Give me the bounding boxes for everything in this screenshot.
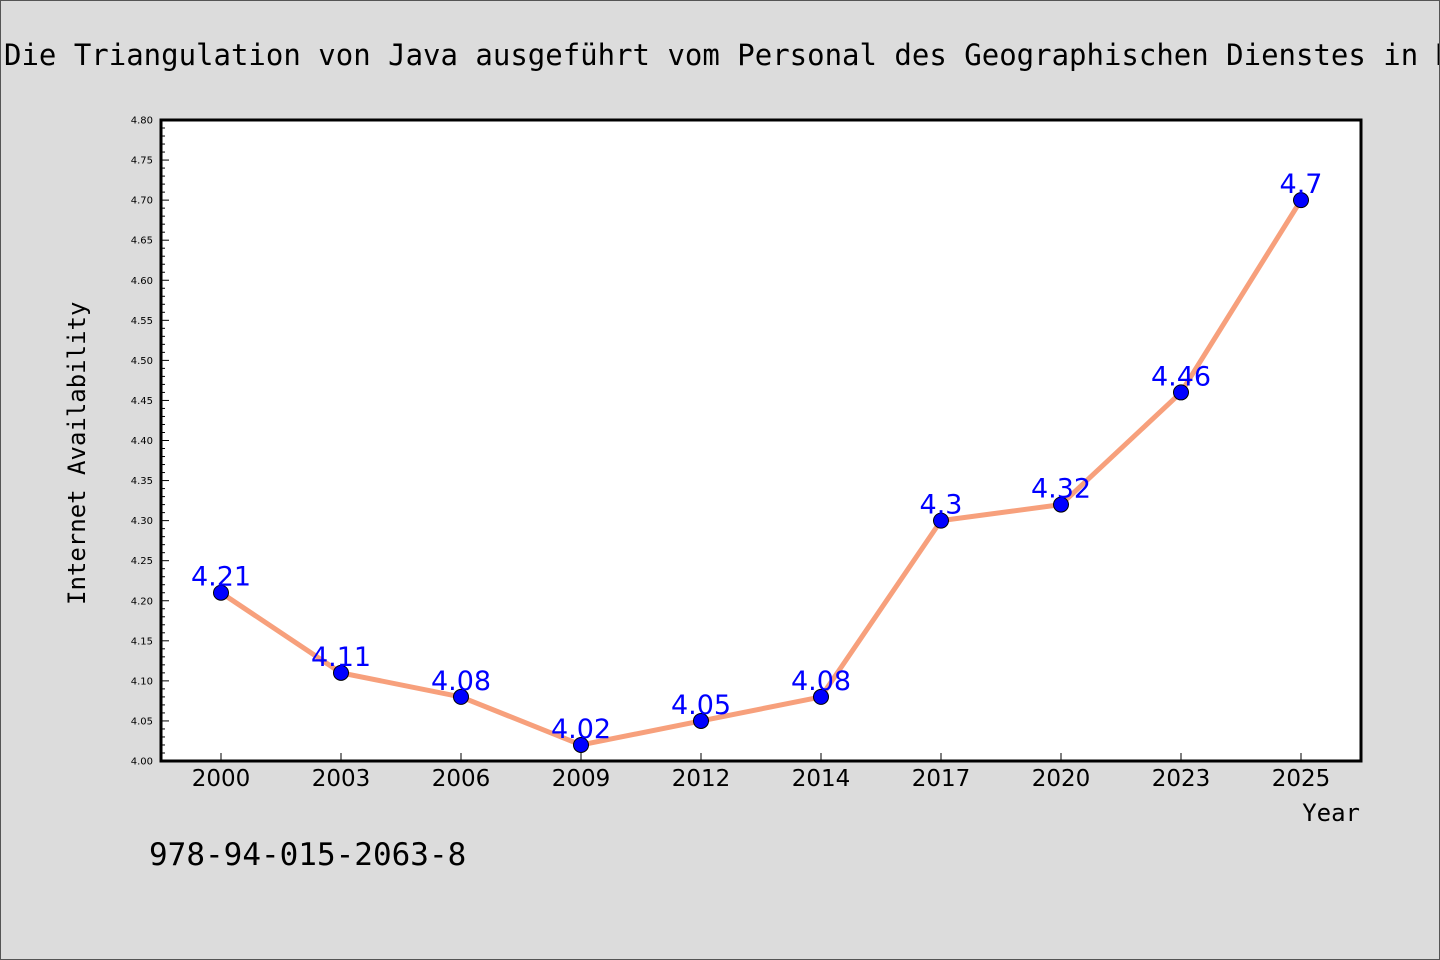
y-tick-label: 4.50	[131, 356, 153, 367]
y-tick-label: 4.75	[131, 156, 153, 167]
series-layer: 4.21 4.11 4.08 4.02 4.05 4.08 4.3 4.32 4.46 4.7	[191, 169, 1323, 753]
y-tick-label: 4.35	[131, 476, 153, 487]
x-tick-label: 2000	[192, 766, 251, 792]
x-tick-label: 2006	[432, 766, 491, 792]
x-tick-label: 2025	[1272, 766, 1331, 792]
x-tick-label: 2023	[1152, 766, 1211, 792]
plot-area	[159, 118, 1363, 763]
y-tick-label: 4.55	[131, 316, 153, 327]
data-label: 4.11	[311, 642, 371, 673]
y-tick-label: 4.80	[131, 116, 153, 127]
data-label: 4.08	[431, 666, 491, 697]
data-point	[213, 584, 229, 601]
y-tick-label: 4.20	[131, 596, 153, 607]
data-label: 4.05	[671, 690, 731, 721]
data-point	[693, 712, 709, 729]
isbn-annotation: 978-94-015-2063-8	[149, 837, 466, 873]
data-point	[813, 688, 829, 705]
x-tick-label: 2017	[912, 766, 971, 792]
y-tick-label: 4.70	[131, 196, 153, 207]
y-tick-label: 4.60	[131, 276, 153, 287]
data-label: 4.7	[1280, 169, 1323, 200]
x-tick-label: 2009	[552, 766, 611, 792]
data-label: 4.3	[920, 490, 963, 521]
y-tick-label: 4.40	[131, 436, 153, 447]
data-label: 4.32	[1031, 474, 1091, 505]
data-point	[1293, 192, 1309, 209]
x-tick-label: 2003	[312, 766, 371, 792]
data-label: 4.08	[791, 666, 851, 697]
y-tick-label: 4.45	[131, 396, 153, 407]
data-point	[1173, 384, 1189, 401]
data-point	[1053, 496, 1069, 513]
data-label: 4.46	[1151, 361, 1211, 392]
data-label: 4.02	[551, 714, 611, 745]
y-tick-label: 4.00	[131, 757, 153, 768]
x-tick-label: 2014	[792, 766, 851, 792]
y-axis: 4.00 4.05 4.10 4.15 4.20 4.25 4.30 4.35 4.40 4.45…	[131, 116, 169, 768]
data-point	[573, 736, 589, 753]
y-axis-label: Internet Availability	[63, 302, 91, 605]
y-tick-label: 4.30	[131, 516, 153, 527]
y-tick-label: 4.25	[131, 556, 153, 567]
data-label: 4.21	[191, 562, 251, 593]
data-point	[333, 664, 349, 681]
y-tick-label: 4.05	[131, 716, 153, 727]
y-tick-label: 4.65	[131, 236, 153, 247]
series-line	[218, 197, 1304, 748]
y-tick-label: 4.10	[131, 676, 153, 687]
x-tick-label: 2020	[1032, 766, 1091, 792]
x-axis-label: Year	[1302, 799, 1360, 827]
x-axis: 2000 2003 2006 2009 2012 2014 2017 2020 2023 2025	[192, 753, 1331, 792]
chart-title: Die Triangulation von Java ausgeführt vo…	[4, 38, 1439, 72]
data-point	[453, 688, 469, 705]
data-point	[933, 512, 949, 529]
y-tick-label: 4.15	[131, 636, 153, 647]
x-tick-label: 2012	[672, 766, 731, 792]
